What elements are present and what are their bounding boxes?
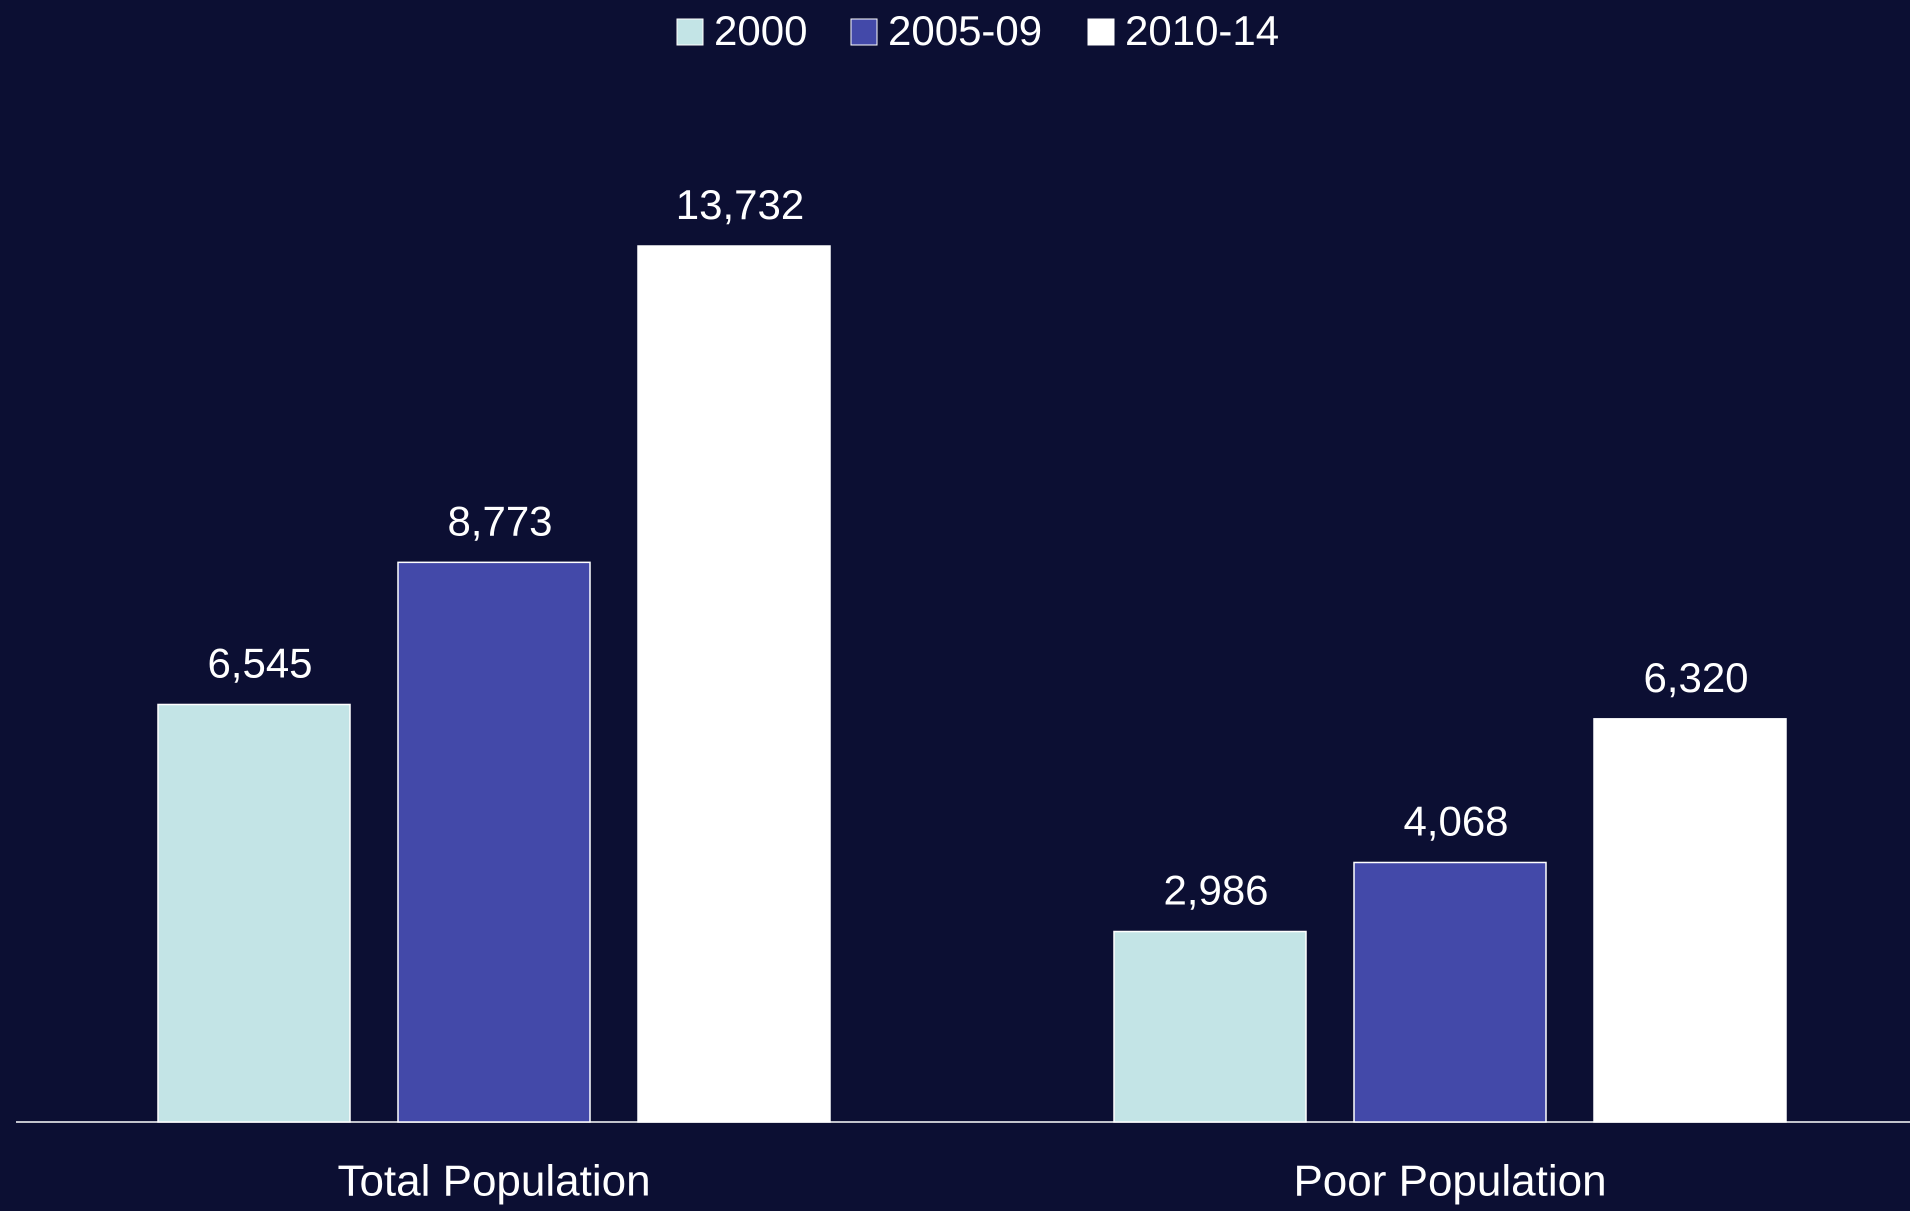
legend-label: 2005-09 (888, 7, 1042, 54)
bar (637, 245, 831, 1123)
data-label: 8,773 (447, 497, 552, 544)
legend-swatch (1087, 18, 1115, 46)
bar (1593, 718, 1787, 1123)
data-label: 4,068 (1403, 798, 1508, 845)
bar (1353, 861, 1547, 1123)
x-tick-label: Total Population (337, 1157, 650, 1206)
data-label: 13,732 (676, 181, 804, 228)
legend-label: 2010-14 (1125, 7, 1279, 54)
legend-label: 2000 (714, 7, 807, 54)
data-label: 2,986 (1163, 867, 1268, 914)
x-tick-label: Poor Population (1293, 1157, 1606, 1206)
bar (1113, 930, 1307, 1123)
data-label: 6,545 (207, 640, 312, 687)
legend-swatch (850, 18, 878, 46)
data-label: 6,320 (1643, 654, 1748, 701)
legend-swatch (676, 18, 704, 46)
bar (157, 703, 351, 1123)
bar (397, 561, 591, 1123)
